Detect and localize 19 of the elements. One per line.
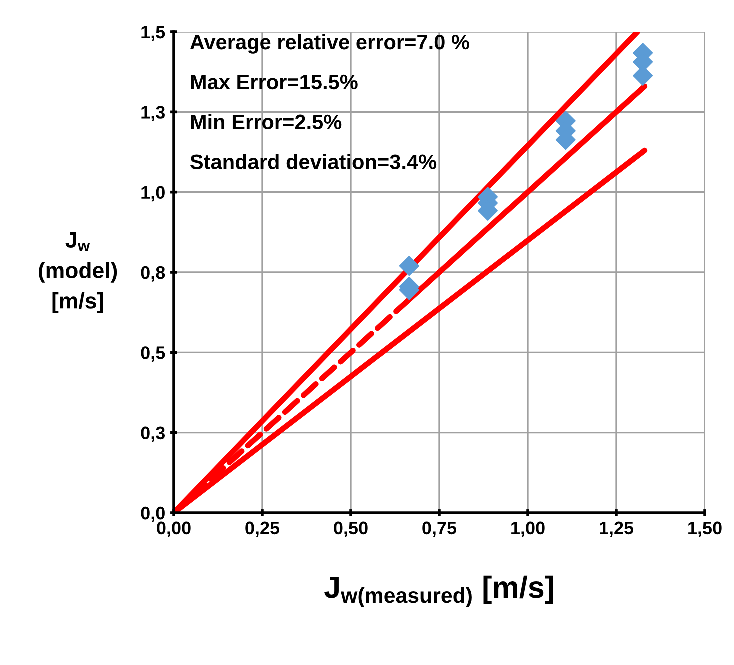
y-tick-label: 1,0 — [142, 186, 165, 202]
x-tick-label: 1,25 — [600, 522, 634, 538]
y-tick-label: 1,3 — [142, 106, 166, 122]
y-tick-label: 0,0 — [141, 506, 165, 522]
annotation: Max Error=15.5% — [191, 74, 358, 90]
x-tick-label: 0,75 — [422, 522, 457, 538]
y-axis-title: J$_{w}$ (model) [m/s] — [39, 232, 118, 314]
y-tick-label: 0,3 — [141, 426, 166, 442]
y-tick-label: 1,5 — [142, 26, 166, 42]
annotation: Standard deviation=3.4% — [190, 154, 437, 170]
x-tick-label: 1,00 — [512, 522, 545, 538]
annotation: Average relative error=7.0 % — [190, 34, 470, 54]
x-tick-label: 1,50 — [688, 522, 722, 538]
x-tick-label: 0,50 — [334, 522, 368, 538]
x-tick-label: 0,25 — [246, 522, 280, 538]
y-tick-label: 0,8 — [141, 266, 166, 282]
x-tick-label: 0,00 — [157, 522, 191, 538]
annotation: Min Error=2.5% — [191, 114, 342, 130]
y-tick-label: 0,5 — [141, 346, 166, 362]
